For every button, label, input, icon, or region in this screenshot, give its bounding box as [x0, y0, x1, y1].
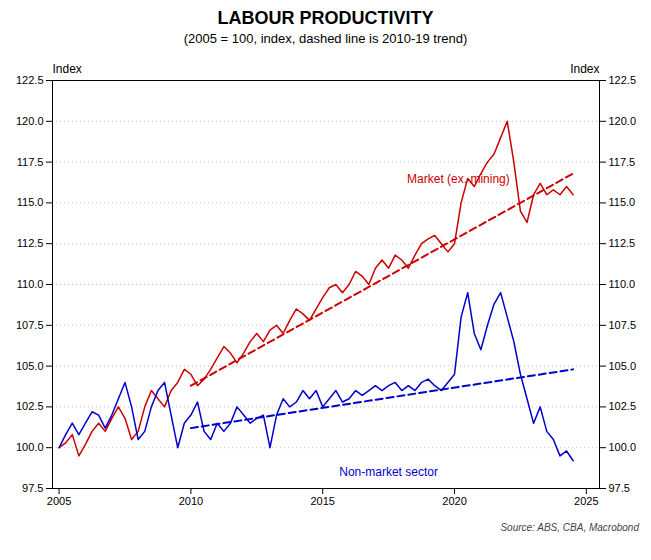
svg-text:2015: 2015: [310, 495, 334, 507]
svg-text:Market (ex. mining): Market (ex. mining): [407, 172, 510, 186]
svg-text:112.5: 112.5: [17, 237, 44, 249]
html-text:Source: ABS, CBA, Macrobond: Source: ABS, CBA, Macrobond: [500, 522, 639, 533]
html-text:(2005 = 100, index, dashed lin: (2005 = 100, index, dashed line is 2010-…: [183, 31, 468, 46]
svg-text:105.0: 105.0: [16, 360, 44, 372]
svg-text:117.5: 117.5: [17, 156, 44, 168]
svg-text:Index: Index: [53, 62, 82, 76]
svg-text:112.5: 112.5: [609, 237, 636, 249]
svg-text:117.5: 117.5: [609, 156, 636, 168]
svg-text:2025: 2025: [574, 495, 598, 507]
svg-text:110.0: 110.0: [609, 278, 636, 290]
svg-text:107.5: 107.5: [16, 319, 44, 331]
svg-text:120.0: 120.0: [609, 115, 637, 127]
svg-text:97.5: 97.5: [609, 482, 630, 494]
svg-text:122.5: 122.5: [16, 74, 44, 86]
svg-text:115.0: 115.0: [17, 196, 44, 208]
svg-text:2020: 2020: [442, 495, 466, 507]
svg-text:102.5: 102.5: [16, 400, 44, 412]
svg-text:100.0: 100.0: [609, 441, 637, 453]
svg-text:Index: Index: [570, 62, 599, 76]
svg-text:105.0: 105.0: [609, 360, 637, 372]
svg-text:100.0: 100.0: [16, 441, 44, 453]
svg-text:2010: 2010: [179, 495, 203, 507]
svg-text:97.5: 97.5: [22, 482, 43, 494]
svg-text:107.5: 107.5: [609, 319, 637, 331]
svg-text:115.0: 115.0: [609, 196, 636, 208]
svg-text:Non-market sector: Non-market sector: [339, 465, 438, 479]
svg-text:110.0: 110.0: [17, 278, 44, 290]
svg-text:122.5: 122.5: [609, 74, 637, 86]
svg-text:120.0: 120.0: [16, 115, 44, 127]
html-text:LABOUR PRODUCTIVITY: LABOUR PRODUCTIVITY: [217, 8, 434, 28]
svg-text:2005: 2005: [47, 495, 71, 507]
svg-text:102.5: 102.5: [609, 400, 637, 412]
